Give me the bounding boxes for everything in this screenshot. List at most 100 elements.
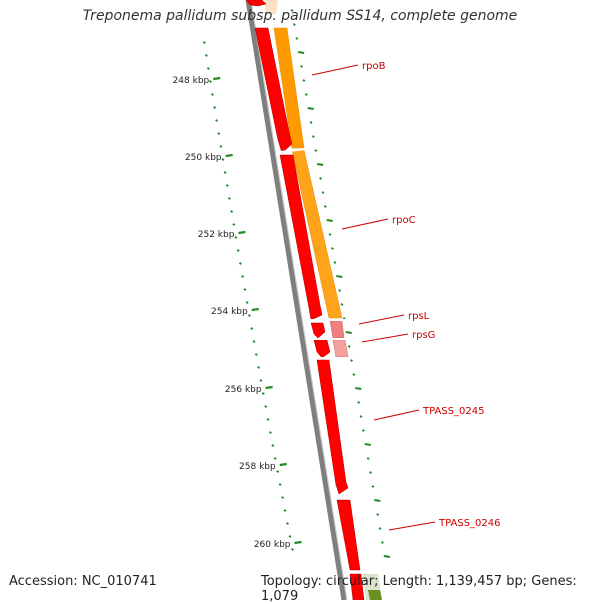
ruler-dot: [219, 145, 223, 148]
ruler-major-tick: [213, 76, 221, 81]
outer-ruler-dot: [380, 541, 384, 544]
outer-ruler-dot: [369, 471, 372, 474]
outer-ruler-dot: [357, 401, 361, 404]
outer-ruler-dot: [371, 485, 375, 488]
outer-ruler-dot: [342, 317, 346, 320]
ruler-major-tick: [238, 230, 246, 235]
ruler-major-tick: [251, 307, 259, 312]
gene-arrow-2[interactable]: [254, 27, 293, 154]
gene-arrow-4[interactable]: [310, 322, 326, 339]
ruler-tick-label: 250 kbp: [185, 153, 222, 163]
ruler-dot: [271, 444, 275, 447]
outer-ruler-dot: [383, 555, 390, 558]
ruler-dot: [259, 379, 263, 382]
gene-label-rpsl[interactable]: rpsL: [408, 311, 430, 322]
ruler-dot: [223, 171, 227, 174]
ruler-dot: [245, 301, 249, 304]
gene-label-leader: [358, 314, 405, 325]
outer-ruler-dot: [333, 261, 337, 264]
gene-arrow-7[interactable]: [336, 499, 361, 571]
ruler-dot: [276, 470, 280, 473]
gene-label-rpoc[interactable]: rpoC: [392, 215, 416, 226]
outer-ruler-dot: [350, 359, 353, 362]
ruler-dot: [208, 80, 212, 83]
map-title: Treponema pallidum subsp. pallidum SS14,…: [82, 8, 518, 24]
outer-ruler-dot: [366, 457, 370, 460]
ruler-tick-label: 252 kbp: [198, 230, 235, 240]
gene-labels: rpoB rpoC rpsL rpsG TPASS_0245 TPASS_0246: [311, 61, 500, 531]
gene-arrow-8[interactable]: [349, 573, 365, 600]
gene-label-leader: [341, 218, 389, 230]
ruler-minor-ticks: [202, 9, 390, 558]
ruler-dot: [232, 223, 236, 226]
ruler-tick-label: 260 kbp: [254, 540, 291, 550]
outer-ruler-dot: [302, 79, 306, 82]
ruler-dot: [247, 314, 251, 317]
accession-text: Accession: NC_010741: [9, 574, 157, 589]
ruler-dot: [227, 197, 231, 200]
ruler-major-tick: [225, 153, 233, 158]
ruler-dot: [286, 522, 289, 525]
ruler-major-tick: [294, 540, 302, 545]
outer-ruler-dot: [378, 527, 382, 530]
gene-label-tpass_0245[interactable]: TPASS_0245: [422, 406, 484, 417]
ruler-tick-label: 248 kbp: [173, 76, 210, 86]
ruler-dot: [202, 41, 206, 44]
outer-ruler-dot: [326, 219, 333, 222]
ruler-dot: [225, 184, 229, 187]
ruler-dot: [288, 535, 292, 538]
outer-ruler-dot: [314, 149, 318, 152]
ruler-dot: [206, 67, 210, 70]
gene-arrow-5[interactable]: [313, 339, 331, 359]
outer-ruler-dot: [355, 387, 362, 390]
ruler-dot: [283, 509, 287, 512]
outer-ruler-dot: [347, 345, 351, 348]
ruler-dot: [211, 93, 214, 96]
outer-ruler-dot: [300, 65, 303, 68]
ruler-dot: [221, 158, 225, 161]
ruler-dot: [204, 54, 208, 57]
outer-ruler-dot: [336, 275, 343, 278]
ruler-tick-label: 254 kbp: [211, 307, 248, 317]
ruler-dot: [243, 288, 247, 291]
gene-arrow-1[interactable]: [245, 0, 267, 7]
outer-ruler-dot: [328, 233, 332, 236]
ruler-major-ticks: 248 kbp 250 kbp 252 kbp 254 kbp 256 kbp 258 k…: [173, 76, 302, 550]
ruler-major-tick: [279, 462, 287, 467]
outer-ruler-dot: [309, 121, 313, 124]
gene-label-rpob[interactable]: rpoB: [362, 61, 386, 72]
outer-ruler-dot: [290, 9, 294, 12]
ruler-major-tick: [265, 385, 273, 390]
ruler-dot: [241, 275, 245, 278]
feature-track-outer: [264, 0, 382, 600]
ruler-dot: [266, 418, 270, 421]
outer-ruler-dot: [340, 303, 344, 306]
gene-rpsL[interactable]: [329, 320, 345, 339]
outer-ruler-dot: [321, 191, 325, 194]
outer-ruler-dot: [359, 415, 363, 418]
outer-ruler-dot: [374, 499, 381, 502]
feature-track-inner: [245, 0, 365, 600]
ruler-dot: [268, 431, 272, 434]
gene-label-tpass_0246[interactable]: TPASS_0246: [438, 518, 500, 529]
ruler-dot: [230, 210, 234, 213]
ruler-dot: [257, 366, 261, 369]
gene-label-leader: [311, 64, 359, 76]
outer-ruler-dot: [317, 163, 324, 166]
outer-ruler-dot: [307, 107, 314, 110]
ruler-dot: [281, 496, 285, 499]
ruler-dot: [278, 483, 282, 486]
ruler-dot: [252, 340, 256, 343]
outer-ruler-dot: [364, 443, 371, 446]
gene-gaps: [279, 148, 352, 359]
gene-rpoB[interactable]: [273, 27, 305, 149]
genome-backbone: [245, 0, 348, 600]
ruler-dot: [250, 327, 254, 330]
gene-label-leader: [361, 333, 409, 343]
gene-rpsG[interactable]: [332, 339, 349, 358]
outer-ruler-dot: [323, 205, 327, 208]
gene-label-rpsg[interactable]: rpsG: [412, 330, 435, 341]
gene-arrow-6[interactable]: [316, 359, 349, 495]
gene-arrow-3[interactable]: [279, 154, 323, 321]
ruler-dot: [234, 236, 238, 239]
